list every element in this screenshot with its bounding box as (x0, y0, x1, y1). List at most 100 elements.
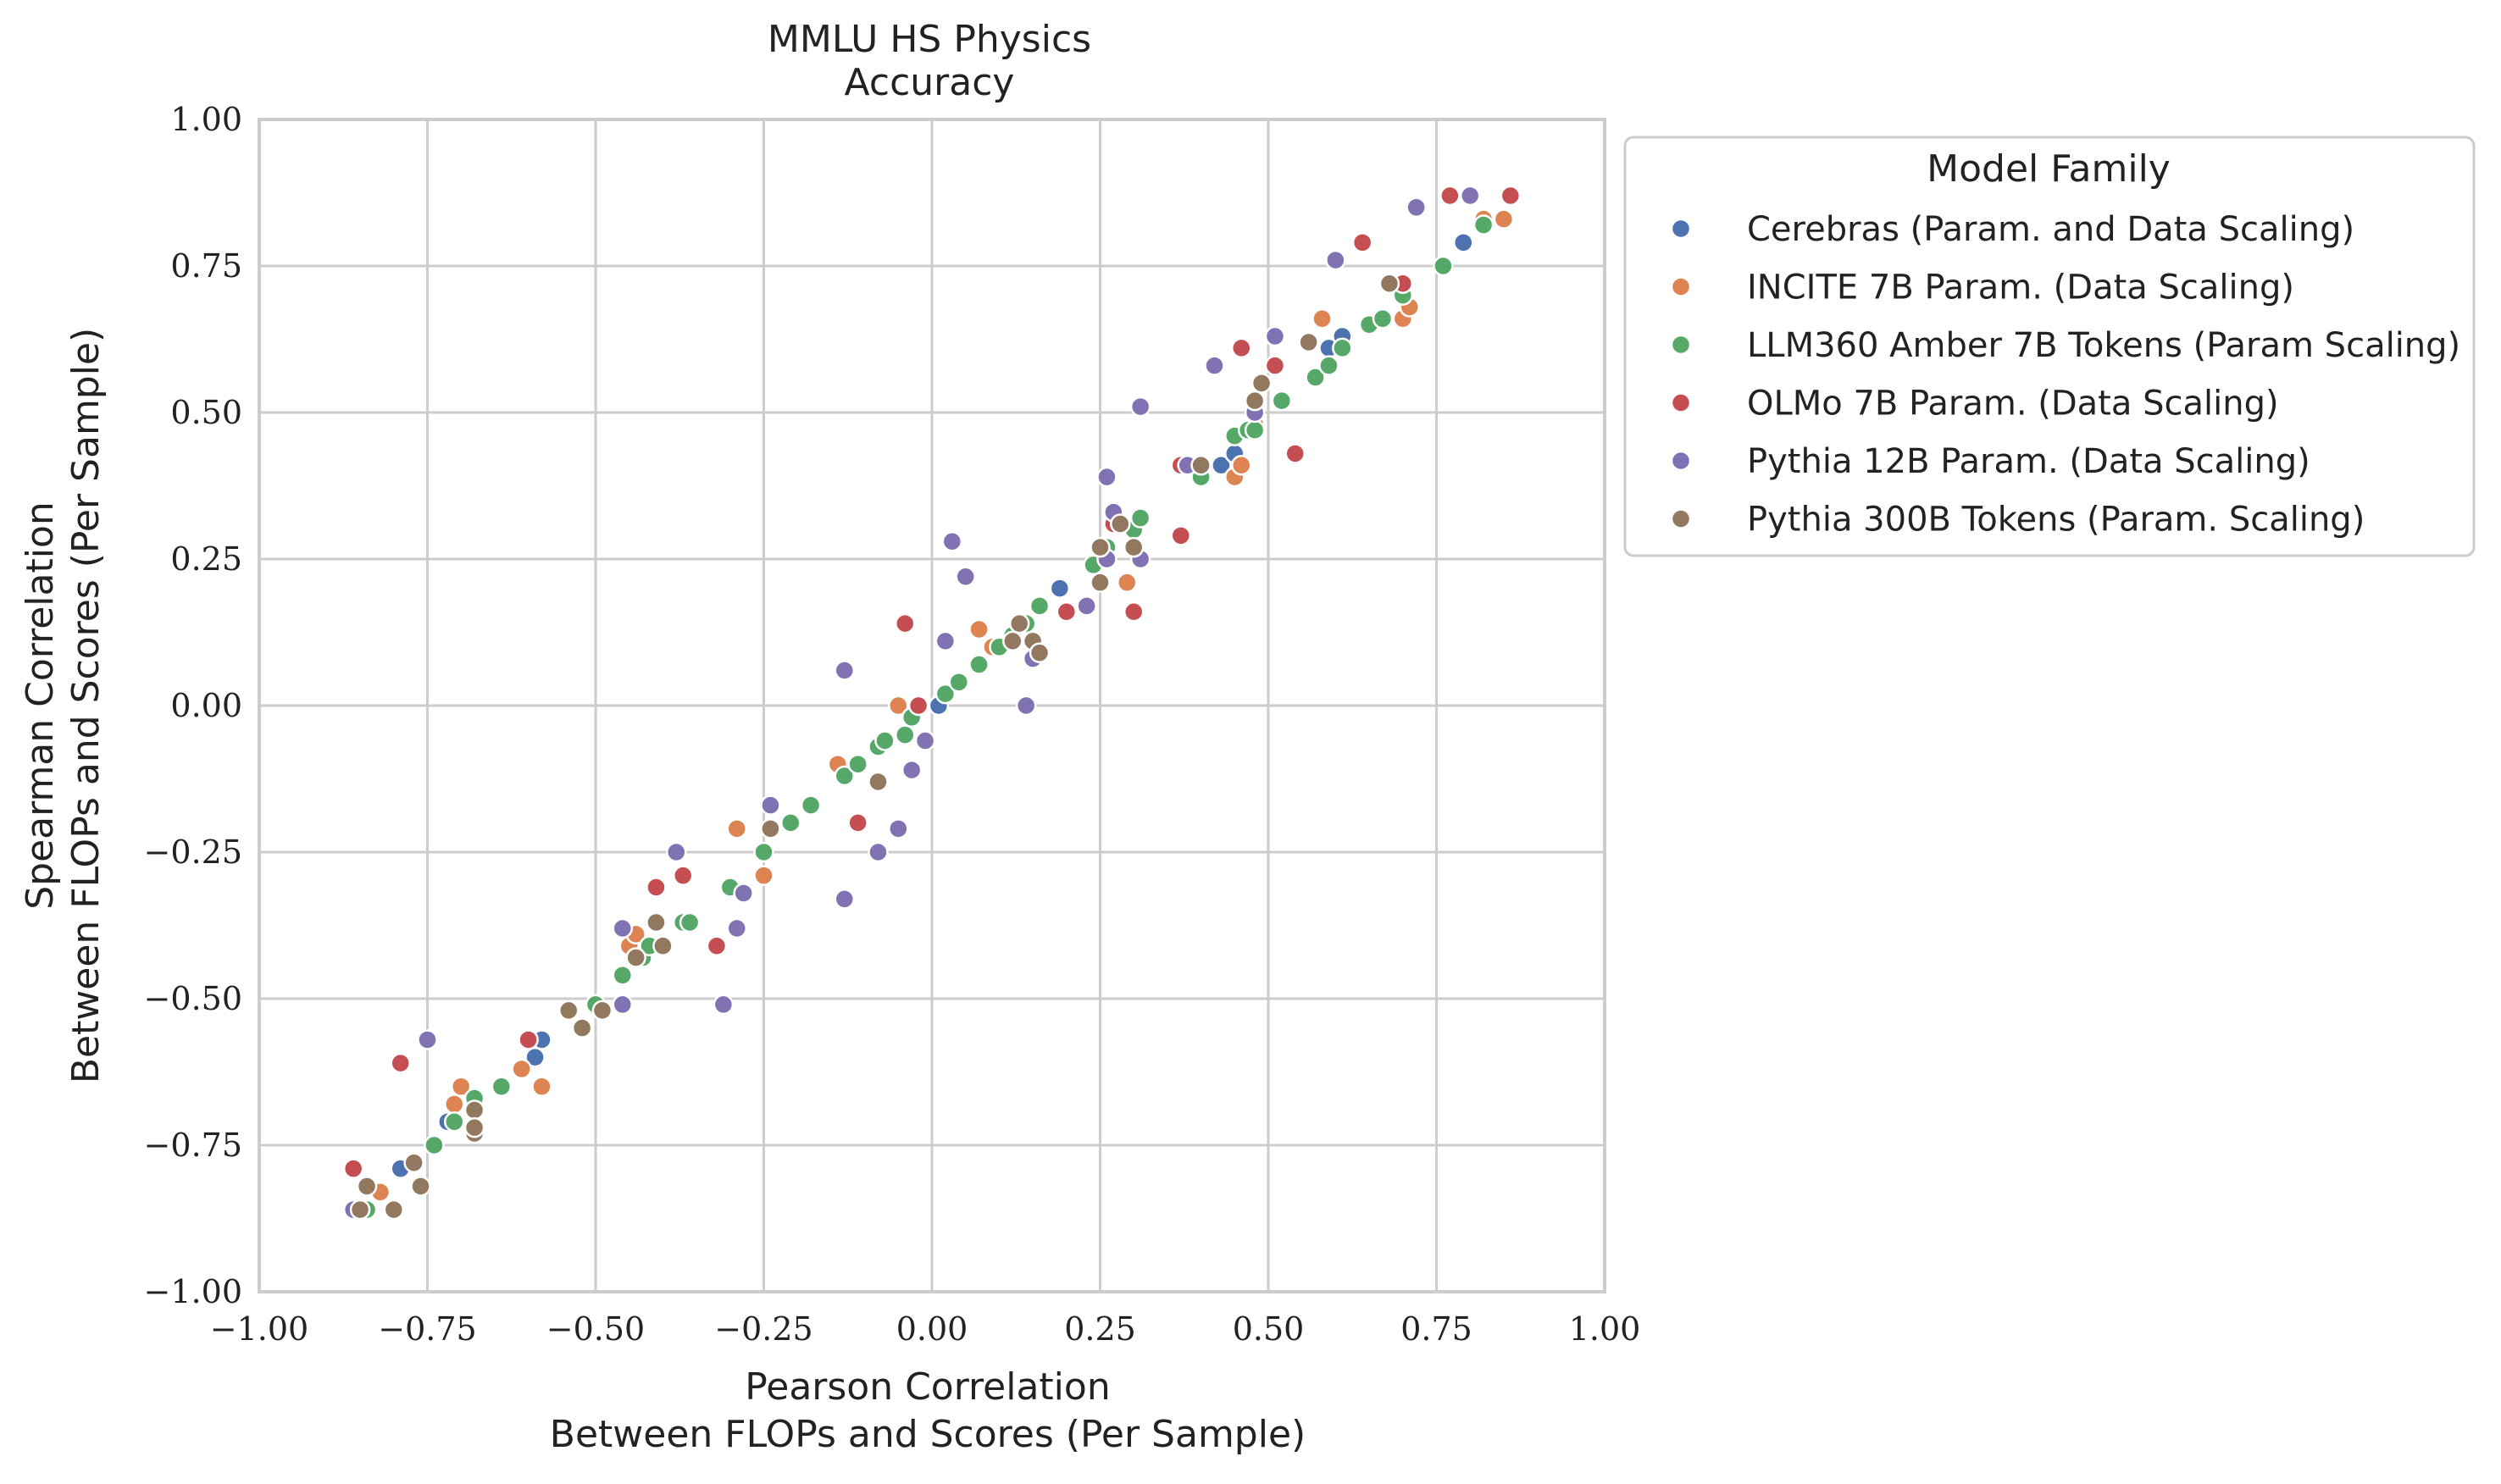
data-point (1500, 185, 1522, 207)
data-point (571, 1017, 593, 1038)
plot-area-frame (258, 118, 1606, 1293)
data-point (726, 917, 747, 939)
data-point (383, 1199, 405, 1221)
x-tick-label: 0.25 (1064, 1310, 1136, 1348)
x-axis-label-line1: Pearson Correlation (745, 1365, 1110, 1409)
y-tick-label: 1.00 (170, 101, 242, 138)
x-tick-label: −0.25 (714, 1310, 812, 1348)
data-point (646, 911, 667, 933)
data-point (1015, 695, 1037, 717)
data-point (612, 917, 634, 939)
data-point (557, 999, 580, 1022)
data-point (1453, 232, 1474, 253)
data-point (450, 1076, 472, 1098)
data-point (1230, 455, 1252, 476)
data-point (894, 612, 916, 634)
data-point (417, 1029, 438, 1050)
data-point (733, 883, 754, 904)
data-point (834, 765, 856, 787)
data-point (672, 865, 694, 886)
y-tick-label: 0.50 (170, 394, 242, 431)
data-point (1029, 642, 1051, 663)
data-point (1372, 308, 1394, 329)
legend-label: Cerebras (Param. and Data Scaling) (1747, 210, 2354, 249)
tick-labels: −1.00 −0.75 −0.50 −0.25 0.00 0.25 0.50 0.75 1.00… (144, 101, 1641, 1348)
data-point (1117, 572, 1138, 593)
data-point (1378, 273, 1400, 295)
legend: Model Family Cerebras (Param. and Data S… (1623, 136, 2476, 557)
data-point (491, 1076, 513, 1098)
data-point (1439, 185, 1461, 207)
data-point (1110, 513, 1131, 534)
data-point (511, 1058, 532, 1080)
data-point (612, 994, 634, 1016)
data-point (1284, 443, 1306, 464)
legend-title: Model Family (1927, 147, 2171, 191)
data-point (914, 730, 936, 751)
data-point (1096, 466, 1117, 488)
data-point (934, 683, 957, 705)
data-point (726, 818, 747, 839)
data-point (679, 911, 701, 933)
data-point (760, 795, 781, 816)
data-point (1029, 595, 1051, 617)
data-point (1090, 572, 1111, 593)
legend-marker (1670, 450, 1692, 472)
data-point (1493, 208, 1515, 230)
data-point (1305, 367, 1326, 388)
y-tick-label: −0.75 (144, 1127, 242, 1164)
data-point (1230, 337, 1252, 359)
legend-label: Pythia 300B Tokens (Param. Scaling) (1747, 501, 2365, 540)
data-point (1211, 455, 1232, 476)
data-point (1002, 630, 1023, 652)
data-point (1244, 390, 1266, 412)
data-point (463, 1099, 485, 1121)
y-axis-label-line2: Between FLOPs and Scores (Per Sample) (64, 328, 108, 1083)
y-axis-label-line1: Spearman Correlation (19, 501, 62, 910)
x-tick-label: 1.00 (1569, 1310, 1641, 1348)
data-point (390, 1052, 411, 1074)
legend-label: OLMo 7B Param. (Data Scaling) (1747, 385, 2279, 424)
data-point (1472, 214, 1494, 235)
data-point (874, 730, 896, 751)
data-point (1312, 308, 1333, 329)
chart-subtitle: Accuracy (845, 61, 1015, 104)
data-point (666, 841, 687, 863)
data-point (907, 695, 929, 717)
data-point (444, 1111, 465, 1132)
data-point (625, 947, 646, 968)
data-point (612, 965, 634, 986)
x-tick-label: −0.75 (378, 1310, 476, 1348)
data-point (1090, 536, 1111, 558)
data-point (1129, 396, 1151, 418)
data-point (753, 841, 774, 863)
data-point (780, 812, 801, 833)
data-points (342, 185, 1522, 1221)
data-point (955, 566, 976, 588)
x-tick-label: 0.00 (896, 1310, 968, 1348)
data-point (1264, 325, 1286, 347)
data-point (591, 999, 613, 1022)
data-point (1271, 390, 1293, 412)
data-point (1332, 337, 1353, 359)
data-point (753, 865, 774, 886)
data-point (349, 1199, 371, 1221)
data-point (1049, 578, 1071, 599)
legend-marker (1670, 276, 1692, 297)
data-point (888, 695, 909, 717)
data-point (1190, 455, 1212, 476)
legend-marker (1670, 508, 1692, 529)
data-point (1250, 373, 1273, 394)
data-point (800, 795, 822, 816)
x-tick-label: −1.00 (210, 1310, 308, 1348)
data-point (868, 771, 889, 793)
data-point (646, 877, 667, 898)
data-point (1264, 355, 1286, 376)
data-point (652, 935, 674, 956)
data-point (518, 1029, 539, 1050)
data-point (760, 818, 781, 839)
data-point (894, 724, 916, 745)
data-point (1244, 419, 1266, 441)
